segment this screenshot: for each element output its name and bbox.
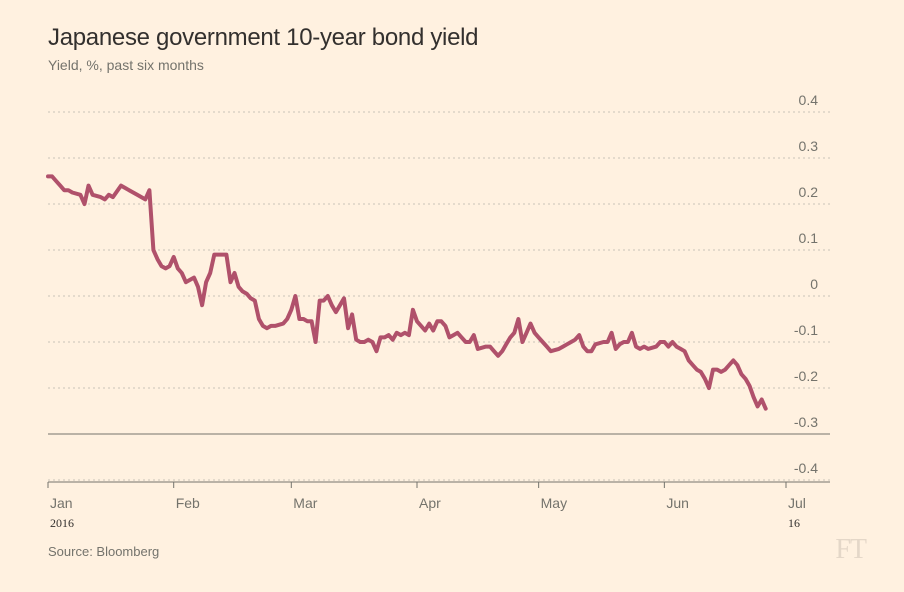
x-tick-label: May — [541, 495, 567, 511]
source-note: Source: Bloomberg — [48, 544, 160, 559]
yield-series-line — [46, 174, 768, 411]
ft-logo: FT — [835, 534, 867, 565]
y-tick-label: -0.4 — [794, 460, 818, 476]
y-tick-label: -0.1 — [794, 322, 818, 338]
y-tick-label: 0.4 — [799, 92, 819, 108]
y-tick-label: 0 — [810, 276, 818, 292]
chart-subtitle: Yield, %, past six months — [48, 57, 204, 73]
y-tick-label: 0.1 — [799, 230, 819, 246]
y-tick-label: 0.2 — [799, 184, 819, 200]
x-tick-label: Apr — [419, 495, 441, 511]
x-tick-label: Mar — [293, 495, 317, 511]
x-tick-label: Jan — [50, 495, 73, 511]
grid-layer — [48, 111, 830, 481]
x-tick-label: Feb — [176, 495, 200, 511]
x-axis: Jan 2016 Feb Mar Apr May Jun Jul 16 — [47, 481, 830, 530]
chart-title: Japanese government 10-year bond yield — [48, 24, 479, 51]
x-tick-label: Jul — [788, 495, 806, 511]
y-tick-label: -0.3 — [794, 414, 818, 430]
y-tick-label: -0.2 — [794, 368, 818, 384]
x-tick-label: Jun — [666, 495, 689, 511]
x-tick-sublabel: 16 — [788, 516, 800, 530]
y-tick-label: 0.3 — [799, 138, 819, 154]
series-layer — [46, 174, 768, 411]
y-axis-labels: 0.4 0.3 0.2 0.1 0 -0.1 -0.2 -0.3 -0.4 — [794, 92, 818, 476]
x-tick-sublabel: 2016 — [50, 516, 74, 530]
